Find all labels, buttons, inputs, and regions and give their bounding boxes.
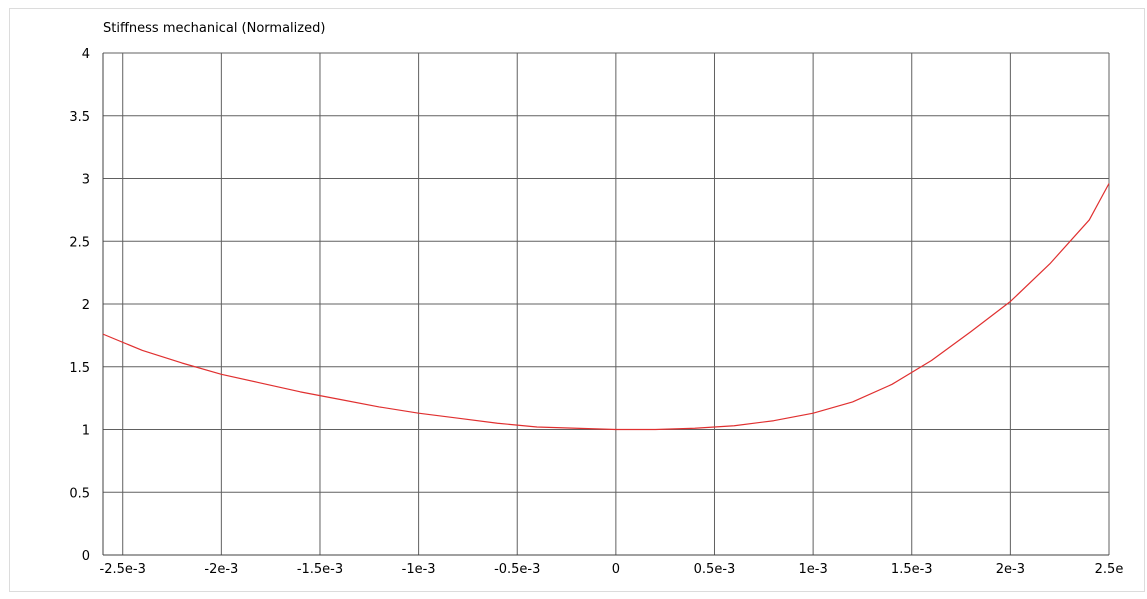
axes <box>102 53 1109 556</box>
x-tick-label: 2e-3 <box>996 562 1025 577</box>
x-tick-label: 1e-3 <box>799 562 828 577</box>
y-tick-label: 2.5 <box>69 235 90 250</box>
x-tick-label: 0 <box>612 562 620 577</box>
y-tick-label: 3.5 <box>69 110 90 125</box>
grid <box>103 52 1110 556</box>
y-tick-label: 3 <box>82 173 90 188</box>
chart-panel: Stiffness mechanical (Normalized) -2.5e-… <box>9 8 1145 592</box>
x-tick-label: -0.5e-3 <box>494 562 540 577</box>
y-tick-label: 4 <box>82 47 90 62</box>
x-tick-label: -2e-3 <box>204 562 238 577</box>
series-line-0 <box>102 183 1110 431</box>
x-tick-label: -2.5e-3 <box>100 562 146 577</box>
y-tick-label: 1 <box>82 424 90 439</box>
x-tick-label: -1.5e-3 <box>297 562 343 577</box>
y-tick-label: 0.5 <box>69 486 90 501</box>
y-tick-label: 2 <box>82 298 90 313</box>
y-tick-labels: 0 0.5 1 1.5 2 2.5 3 3.5 4 <box>69 47 90 564</box>
series-layer <box>102 183 1110 431</box>
x-tick-label: 1.5e-3 <box>891 562 933 577</box>
chart-svg: Stiffness mechanical (Normalized) -2.5e-… <box>69 21 1124 577</box>
y-tick-label: 0 <box>82 549 90 564</box>
chart-title: Stiffness mechanical (Normalized) <box>103 21 325 36</box>
y-tick-label: 1.5 <box>69 361 90 376</box>
x-tick-label: -1e-3 <box>402 562 436 577</box>
x-tick-label: 2.5e <box>1095 562 1124 577</box>
x-tick-labels: -2.5e-3 -2e-3 -1.5e-3 -1e-3 -0.5e-3 0 0.5e-3 1e… <box>100 562 1124 577</box>
x-tick-label: 0.5e-3 <box>694 562 736 577</box>
